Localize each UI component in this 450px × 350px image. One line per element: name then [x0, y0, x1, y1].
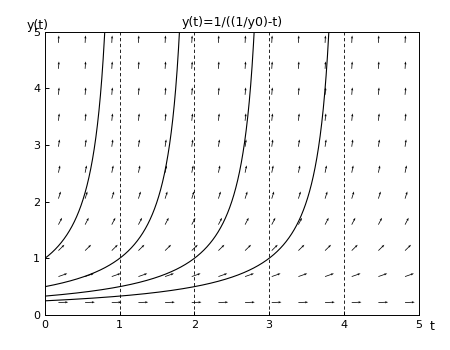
Text: t: t [430, 320, 435, 332]
Title: y(t)=1/((1/y0)-t): y(t)=1/((1/y0)-t) [181, 16, 282, 29]
Text: y(t): y(t) [26, 19, 48, 32]
